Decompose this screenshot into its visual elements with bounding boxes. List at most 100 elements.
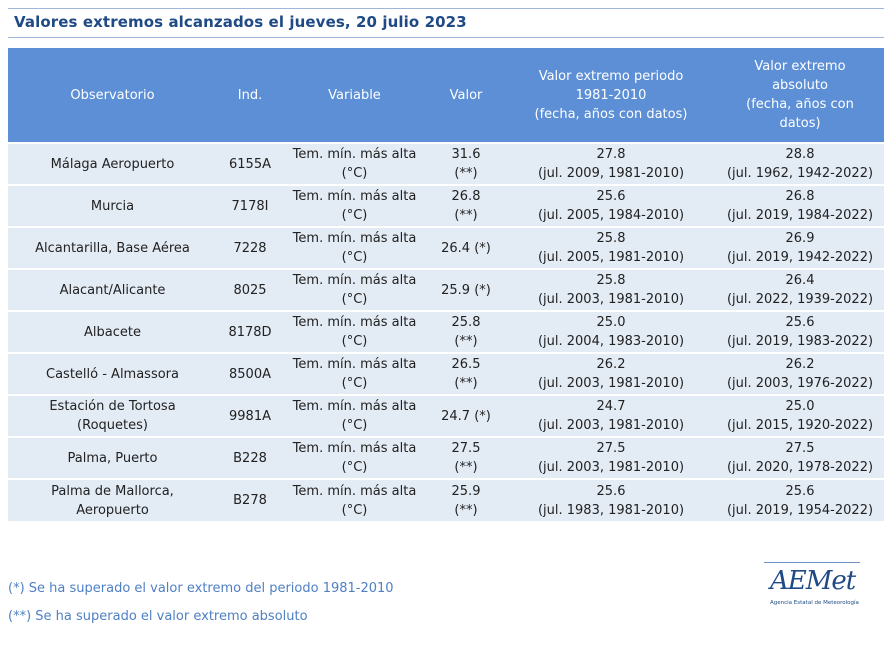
cell-observatorio-line: Estación de Tortosa [49, 399, 176, 414]
cell-periodo: 27.5 (jul. 2003, 1981-2010) [506, 436, 716, 479]
cell-periodo: 24.7 (jul. 2003, 1981-2010) [506, 394, 716, 437]
table-row: Málaga Aeropuerto 6155A Tem. mín. más alta… [8, 142, 884, 185]
cell-variable-line: Tem. mín. más alta [292, 357, 417, 372]
header-absoluto-line: (fecha, años con [746, 97, 854, 112]
cell-variable-line: (°C) [341, 292, 368, 307]
logo-mark: AEMet [770, 566, 856, 596]
cell-periodo: 25.6 (jul. 1983, 1981-2010) [506, 478, 716, 521]
logo-subtitle: Agencia Estatal de Meteorología [770, 600, 859, 606]
cell-observatorio-line: Palma de Mallorca, [51, 483, 174, 499]
cell-absoluto: 25.6 (jul. 2019, 1983-2022) [716, 310, 884, 353]
cell-periodo-line: 25.0 [596, 315, 626, 330]
cell-observatorio-line: Albacete [84, 324, 141, 340]
cell-variable-line: (°C) [341, 166, 368, 181]
cell-absoluto-line: (jul. 2003, 1976-2022) [726, 376, 874, 391]
cell-variable: Tem. mín. más alta (°C) [283, 226, 426, 269]
cell-periodo-line: (jul. 1983, 1981-2010) [537, 502, 685, 518]
table-row: Murcia 7178I Tem. mín. más alta (°C) 26.8 (**… [8, 184, 884, 227]
cell-periodo-line: 27.5 [596, 441, 626, 456]
table-row: Albacete 8178D Tem. mín. más alta (°C) 25.8 (… [8, 310, 884, 353]
page-title: Valores extremos alcanzados el jueves, 2… [14, 13, 467, 31]
cell-absoluto-line: 26.4 [785, 273, 815, 288]
cell-absoluto-line: (jul. 2019, 1983-2022) [726, 334, 874, 349]
cell-periodo-line: 25.6 [596, 189, 626, 204]
cell-periodo-line: (jul. 2009, 1981-2010) [537, 166, 685, 181]
table-row: Alacant/Alicante 8025 Tem. mín. más alta (°… [8, 268, 884, 311]
aemet-logo: AEMet Agencia Estatal de Meteorología [764, 562, 860, 614]
cell-periodo-line: (jul. 2003, 1981-2010) [537, 292, 685, 307]
header-absoluto-line: Valor extremo [754, 59, 846, 74]
cell-valor: 27.5 (**) [426, 436, 506, 479]
cell-periodo-line: 25.8 [596, 273, 626, 288]
cell-periodo-line: (jul. 2003, 1981-2010) [537, 460, 685, 475]
cell-absoluto: 25.6 (jul. 2019, 1954-2022) [716, 478, 884, 521]
header-variable: Variable [283, 48, 426, 143]
cell-observatorio: Palma de Mallorca, Aeropuerto [8, 478, 217, 521]
cell-absoluto-line: (jul. 2019, 1984-2022) [726, 208, 874, 223]
cell-absoluto-line: (jul. 2022, 1939-2022) [726, 292, 874, 307]
cell-variable-line: Tem. mín. más alta [292, 399, 417, 414]
extremes-table: Observatorio Ind. Variable Valor Valor e… [8, 48, 884, 521]
cell-absoluto-line: 25.0 [785, 399, 815, 414]
cell-absoluto-line: 26.9 [785, 231, 815, 246]
cell-variable: Tem. mín. más alta (°C) [283, 436, 426, 479]
cell-variable-line: Tem. mín. más alta [292, 189, 417, 204]
cell-variable-line: (°C) [341, 502, 368, 518]
cell-periodo-line: 25.6 [596, 483, 626, 499]
cell-observatorio: Castelló - Almassora [8, 352, 217, 395]
table-row: Castelló - Almassora 8500A Tem. mín. más a… [8, 352, 884, 395]
cell-observatorio: Palma, Puerto [8, 436, 217, 479]
cell-periodo-line: (jul. 2003, 1981-2010) [537, 418, 685, 433]
cell-valor: 25.9 (**) [426, 478, 506, 521]
cell-valor: 24.7 (*) [426, 394, 506, 437]
cell-absoluto: 27.5 (jul. 2020, 1978-2022) [716, 436, 884, 479]
table-row: Palma de Mallorca, Aeropuerto B278 Tem. mín… [8, 478, 884, 521]
cell-variable-line: (°C) [341, 208, 368, 223]
logo-rule [764, 562, 860, 563]
cell-variable-line: (°C) [341, 376, 368, 391]
cell-valor: 25.8 (**) [426, 310, 506, 353]
cell-valor: 31.6 (**) [426, 142, 506, 185]
cell-ind: 7228 [217, 226, 283, 269]
header-absoluto-line: absoluto [772, 78, 828, 93]
cell-valor-line: (**) [454, 460, 478, 475]
cell-ind: B228 [217, 436, 283, 479]
header-periodo-line: Valor extremo periodo [538, 68, 684, 84]
cell-ind: 6155A [217, 142, 283, 185]
cell-variable-line: Tem. mín. más alta [292, 441, 417, 456]
cell-periodo-line: 24.7 [596, 399, 626, 414]
cell-variable-line: (°C) [341, 334, 368, 349]
cell-ind: B278 [217, 478, 283, 521]
cell-periodo: 25.8 (jul. 2005, 1981-2010) [506, 226, 716, 269]
footnotes: (*) Se ha superado el valor extremo del … [8, 580, 394, 636]
cell-variable: Tem. mín. más alta (°C) [283, 184, 426, 227]
cell-periodo: 25.8 (jul. 2003, 1981-2010) [506, 268, 716, 311]
cell-periodo-line: 26.2 [596, 357, 626, 372]
cell-observatorio: Murcia [8, 184, 217, 227]
cell-observatorio-line: Málaga Aeropuerto [50, 156, 175, 172]
cell-variable: Tem. mín. más alta (°C) [283, 394, 426, 437]
cell-valor-line: 26.8 [451, 189, 481, 204]
header-valor: Valor [426, 48, 506, 143]
header-periodo-line: (fecha, años con datos) [534, 106, 688, 122]
cell-periodo-line: 27.8 [596, 147, 626, 162]
cell-variable-line: Tem. mín. más alta [292, 231, 417, 246]
cell-variable: Tem. mín. más alta (°C) [283, 478, 426, 521]
cell-absoluto: 26.2 (jul. 2003, 1976-2022) [716, 352, 884, 395]
cell-variable: Tem. mín. más alta (°C) [283, 142, 426, 185]
cell-valor-line: 31.6 [451, 147, 481, 162]
table-row: Estación de Tortosa (Roquetes) 9981A Tem. m… [8, 394, 884, 437]
cell-variable: Tem. mín. más alta (°C) [283, 310, 426, 353]
footnote-periodo: (*) Se ha superado el valor extremo del … [8, 581, 394, 596]
cell-observatorio: Estación de Tortosa (Roquetes) [8, 394, 217, 437]
cell-variable-line: (°C) [341, 418, 368, 433]
cell-observatorio: Málaga Aeropuerto [8, 142, 217, 185]
cell-absoluto: 26.4 (jul. 2022, 1939-2022) [716, 268, 884, 311]
cell-observatorio-line: Aeropuerto [76, 502, 149, 518]
cell-periodo-line: (jul. 2003, 1981-2010) [537, 376, 685, 391]
cell-valor-line: (**) [454, 208, 478, 223]
cell-valor-line: 25.9 (*) [441, 282, 491, 298]
cell-absoluto-line: 25.6 [785, 483, 815, 499]
cell-valor-line: (**) [454, 166, 478, 181]
cell-variable-line: (°C) [341, 250, 368, 265]
